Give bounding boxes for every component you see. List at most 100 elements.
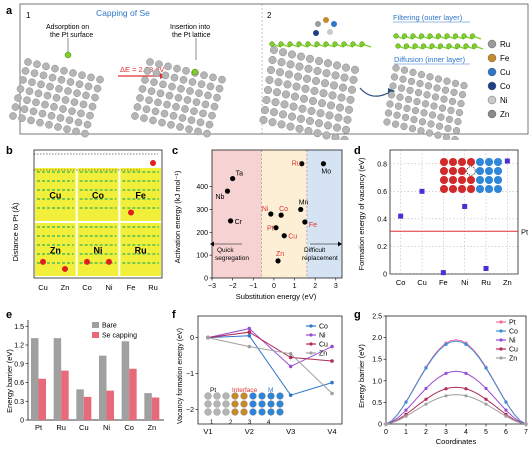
pt-atom <box>261 105 270 114</box>
pt-atom <box>279 48 288 57</box>
pt-atom <box>394 102 403 110</box>
pt-atom <box>190 107 198 115</box>
pt-atom <box>147 87 156 95</box>
pt-atom <box>346 95 355 104</box>
pt-atom <box>19 76 27 84</box>
c-region-left-2: segregation <box>215 255 249 262</box>
g-xtick-label: 0 <box>384 429 388 436</box>
pt-atom <box>264 85 273 94</box>
g-point-zn <box>424 402 428 406</box>
filtering-label: Filtering (outer layer) <box>393 13 463 22</box>
d-inset-atom <box>448 175 458 185</box>
f-inset-site-label: 3 <box>248 420 252 426</box>
element-legend: Ru Fe Cu Co Ni Zn <box>487 39 511 119</box>
pt-atom <box>170 73 179 82</box>
pt-atom <box>48 73 57 82</box>
f-axes: −2 −1 0 V1 V2 V3 V4 <box>186 315 343 436</box>
d-inset-atom <box>457 175 467 185</box>
g-point-co <box>464 342 468 346</box>
pt-atom <box>273 88 282 97</box>
d-inset-atom <box>493 175 503 185</box>
pt-atom <box>16 85 25 93</box>
g-xtick-label: 2 <box>424 429 428 436</box>
pt-atom <box>434 131 442 139</box>
pt-slab-right <box>383 64 468 144</box>
se-atom <box>296 41 302 47</box>
e-bar-se-capping-co <box>129 368 137 420</box>
g-xtick-label: 5 <box>484 429 488 436</box>
g-point-co <box>444 342 448 346</box>
pt-atom <box>169 112 178 120</box>
d-inset-atom <box>448 184 458 194</box>
panel-letter-a: a <box>6 5 13 17</box>
e-ytick-label: 0.3 <box>14 399 24 406</box>
e-ytick-label: 1.5 <box>14 324 24 331</box>
b-point-fe <box>128 209 134 216</box>
se-atom <box>323 41 329 47</box>
d-inset-atom <box>493 184 503 194</box>
pt-atom <box>348 85 357 94</box>
pt-atom <box>25 87 34 95</box>
f-inset-atom <box>240 408 248 416</box>
f-inset-pt-label: Pt <box>210 387 216 394</box>
pt-atom <box>201 100 210 109</box>
pt-atom <box>274 78 283 87</box>
pt-slab-left <box>9 58 104 138</box>
se-atom <box>412 43 418 49</box>
g-point-zn <box>404 414 408 418</box>
f-point-cu <box>247 330 252 334</box>
panel-letter-d: d <box>354 145 361 157</box>
pt-atom <box>265 75 274 84</box>
f-ytick-label: 0 <box>190 335 194 342</box>
g-legend-dot <box>499 338 503 342</box>
d-inset-atom <box>466 157 476 167</box>
c-point-label-pt: Pt <box>267 226 274 233</box>
pt-atom <box>340 73 349 82</box>
pt-atom <box>451 136 459 144</box>
pt-atom <box>404 95 413 104</box>
se-atom <box>471 43 478 49</box>
g-xtick-label: 6 <box>504 429 508 436</box>
pt-atom <box>440 95 448 103</box>
g-ylabel: Energy barrier (eV) <box>357 344 366 408</box>
pt-atom <box>81 129 89 138</box>
d-ylabel: Formation energy of vacancy (eV) <box>357 157 366 270</box>
pt-atom <box>443 77 451 85</box>
e-bar-bare-zn <box>144 393 152 420</box>
pt-atom <box>403 104 411 113</box>
pt-atom <box>306 54 315 63</box>
f-inset-interface-label: Interface <box>232 387 258 394</box>
panel-c: c Activation energy (kJ mol⁻¹) Substitut… <box>170 142 348 302</box>
pt-atom <box>72 127 80 136</box>
pt-slab-middle <box>131 58 226 138</box>
d-inset-atom <box>457 157 467 167</box>
c-point-label-ta: Ta <box>236 171 244 178</box>
pt-atom <box>196 118 205 127</box>
g-ytick-label: 1.5 <box>372 357 382 364</box>
se-atom <box>305 41 311 47</box>
panel-b-chart: b Distance to Pt (Å) Cu Co Fe Zn Ni Ru Cu Zn Co… <box>6 145 163 292</box>
g-point-cu <box>424 397 428 401</box>
c-region-left-1: Quick <box>217 247 234 254</box>
g-point-co <box>404 400 408 404</box>
d-inset-atom <box>448 157 458 167</box>
b-xtick-co: Co <box>82 283 92 292</box>
g-legend-label: Co <box>509 329 518 336</box>
f-inset-atom <box>204 392 212 400</box>
pt-atom <box>435 122 444 130</box>
e-legend-swatch <box>92 322 99 328</box>
c-point-label-fe: Fe <box>309 222 317 229</box>
pt-atom <box>52 94 61 102</box>
pt-atom <box>289 102 298 111</box>
pt-atom <box>177 85 185 93</box>
pt-atom <box>39 71 48 80</box>
e-xtick-label: Cu <box>79 423 89 432</box>
se-atom <box>435 33 442 39</box>
g-point-cu <box>464 387 468 391</box>
pt-atom <box>68 107 76 115</box>
f-point-co <box>330 380 334 385</box>
pt-atom <box>152 69 161 77</box>
se-atom <box>437 43 444 49</box>
pt-atom <box>427 120 435 128</box>
g-legend-dot <box>499 347 503 351</box>
